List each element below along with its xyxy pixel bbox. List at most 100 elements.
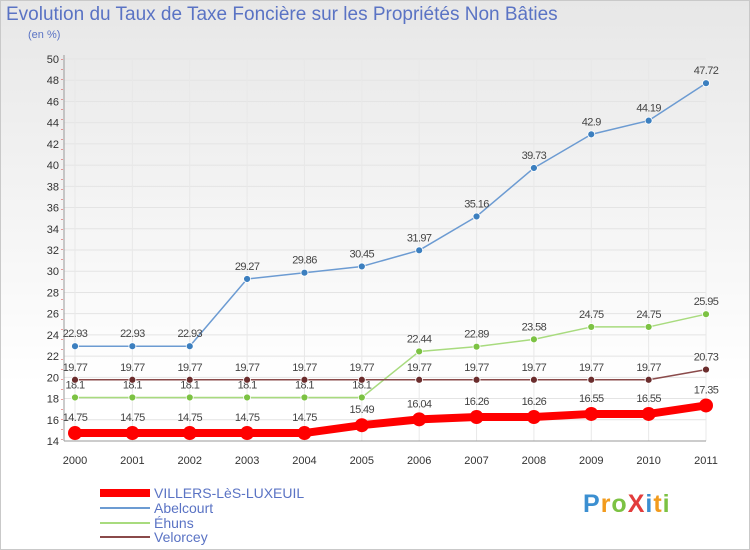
x-tick-label: 2007 xyxy=(464,455,488,467)
data-label: 14.75 xyxy=(120,412,145,424)
data-label: 29.86 xyxy=(292,255,317,267)
chart-title: Evolution du Taux de Taxe Foncière sur l… xyxy=(6,4,558,25)
data-point xyxy=(415,246,424,255)
legend-label: Éhuns xyxy=(154,515,194,531)
data-point xyxy=(243,375,251,384)
x-tick-label: 2010 xyxy=(636,455,660,467)
data-point xyxy=(644,323,653,331)
data-point xyxy=(415,347,424,356)
y-tick-label: 38 xyxy=(47,181,59,193)
series-line-3 xyxy=(75,401,707,438)
data-label: 18.1 xyxy=(352,379,371,391)
data-point xyxy=(702,310,710,319)
y-tick-label: 46 xyxy=(47,96,59,108)
data-label: 31.97 xyxy=(407,232,432,244)
data-label: 19.77 xyxy=(350,362,375,374)
data-label: 22.93 xyxy=(120,328,145,340)
logo-letter: o xyxy=(611,490,628,518)
data-point xyxy=(699,398,713,413)
data-label: 19.77 xyxy=(235,362,260,374)
y-tick-label: 50 xyxy=(47,54,59,66)
data-label: 24.75 xyxy=(579,309,604,321)
data-label: 16.26 xyxy=(522,396,547,408)
data-label: 19.77 xyxy=(464,362,489,374)
y-tick-label: 20 xyxy=(47,372,59,384)
y-tick-label: 22 xyxy=(47,351,59,363)
data-label: 19.77 xyxy=(292,362,317,374)
data-point xyxy=(584,406,599,421)
y-tick-label: 28 xyxy=(47,287,59,299)
chart-subtitle: (en %) xyxy=(28,29,61,41)
data-point xyxy=(641,406,656,421)
data-point xyxy=(530,335,538,344)
data-point xyxy=(469,410,484,425)
data-point xyxy=(128,342,137,351)
data-label: 14.75 xyxy=(63,412,88,424)
data-point xyxy=(300,268,309,277)
x-tick-label: 2005 xyxy=(350,455,374,467)
data-label: 29.27 xyxy=(235,261,260,273)
data-point xyxy=(300,393,309,402)
logo-letter: t xyxy=(653,490,663,518)
x-tick-label: 2001 xyxy=(120,455,144,467)
series-line-1 xyxy=(75,313,707,399)
data-label: 18.1 xyxy=(238,379,257,391)
data-label: 17.35 xyxy=(694,384,719,396)
data-point xyxy=(530,375,538,384)
data-label: 14.75 xyxy=(177,412,202,424)
data-label: 30.45 xyxy=(350,248,375,260)
data-point xyxy=(300,375,309,384)
data-label: 47.72 xyxy=(694,65,719,77)
y-tick-label: 32 xyxy=(47,245,59,257)
data-point xyxy=(185,342,194,351)
data-label: 19.77 xyxy=(120,362,145,374)
data-point xyxy=(182,426,197,441)
y-tick-label: 16 xyxy=(47,415,59,427)
data-label: 44.19 xyxy=(636,103,661,115)
data-point xyxy=(357,393,366,402)
legend-label: VILLERS-LèS-LUXEUIL xyxy=(154,485,304,501)
data-label: 15.49 xyxy=(350,404,375,416)
data-label: 25.95 xyxy=(694,296,719,308)
data-point xyxy=(128,375,137,384)
data-label: 19.77 xyxy=(63,362,88,374)
data-point xyxy=(185,393,194,402)
data-point xyxy=(587,130,596,139)
data-point xyxy=(415,375,424,384)
data-label: 19.77 xyxy=(407,362,432,374)
data-label: 16.55 xyxy=(579,393,604,405)
data-label: 18.1 xyxy=(295,379,314,391)
data-point xyxy=(243,393,251,402)
data-point xyxy=(240,426,255,441)
data-point xyxy=(68,426,82,441)
data-label: 22.93 xyxy=(177,328,202,340)
y-tick-label: 42 xyxy=(47,139,59,151)
data-point xyxy=(412,412,427,427)
logo-letter: i xyxy=(662,490,671,518)
y-tick-label: 34 xyxy=(47,224,59,236)
data-label: 18.1 xyxy=(123,379,142,391)
x-tick-label: 2004 xyxy=(292,455,316,467)
data-point xyxy=(587,323,596,331)
data-point xyxy=(243,275,251,283)
x-tick-label: 2002 xyxy=(177,455,201,467)
data-point xyxy=(357,375,366,384)
logo-letter: r xyxy=(600,490,612,518)
logo-letter: P xyxy=(583,490,601,518)
data-label: 35.16 xyxy=(464,198,489,210)
data-label: 16.26 xyxy=(464,396,489,408)
y-tick-label: 30 xyxy=(47,266,59,278)
data-label: 22.93 xyxy=(63,328,88,340)
data-point xyxy=(472,212,481,221)
data-point xyxy=(702,365,710,374)
data-label: 23.58 xyxy=(522,321,547,333)
data-label: 22.44 xyxy=(407,333,432,345)
data-label: 19.77 xyxy=(579,362,604,374)
data-point xyxy=(644,375,653,384)
data-label: 19.77 xyxy=(177,362,202,374)
y-tick-label: 26 xyxy=(47,309,59,321)
proxiti-logo: ProXiti xyxy=(583,490,671,519)
data-label: 19.77 xyxy=(636,362,661,374)
x-tick-label: 2006 xyxy=(407,455,431,467)
